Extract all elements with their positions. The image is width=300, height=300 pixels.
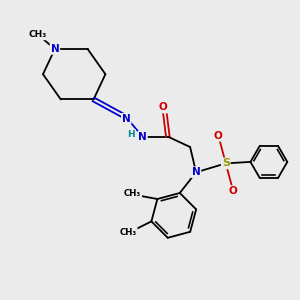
Text: N: N <box>50 44 59 54</box>
Text: O: O <box>159 103 168 112</box>
Text: N: N <box>122 114 130 124</box>
Text: O: O <box>229 186 238 196</box>
Text: N: N <box>138 132 147 142</box>
Text: CH₃: CH₃ <box>124 189 141 198</box>
Text: H: H <box>128 130 135 139</box>
Text: S: S <box>222 158 230 168</box>
Text: N: N <box>192 167 200 177</box>
Text: CH₃: CH₃ <box>28 31 47 40</box>
Text: O: O <box>214 131 223 141</box>
Text: CH₃: CH₃ <box>120 228 137 237</box>
